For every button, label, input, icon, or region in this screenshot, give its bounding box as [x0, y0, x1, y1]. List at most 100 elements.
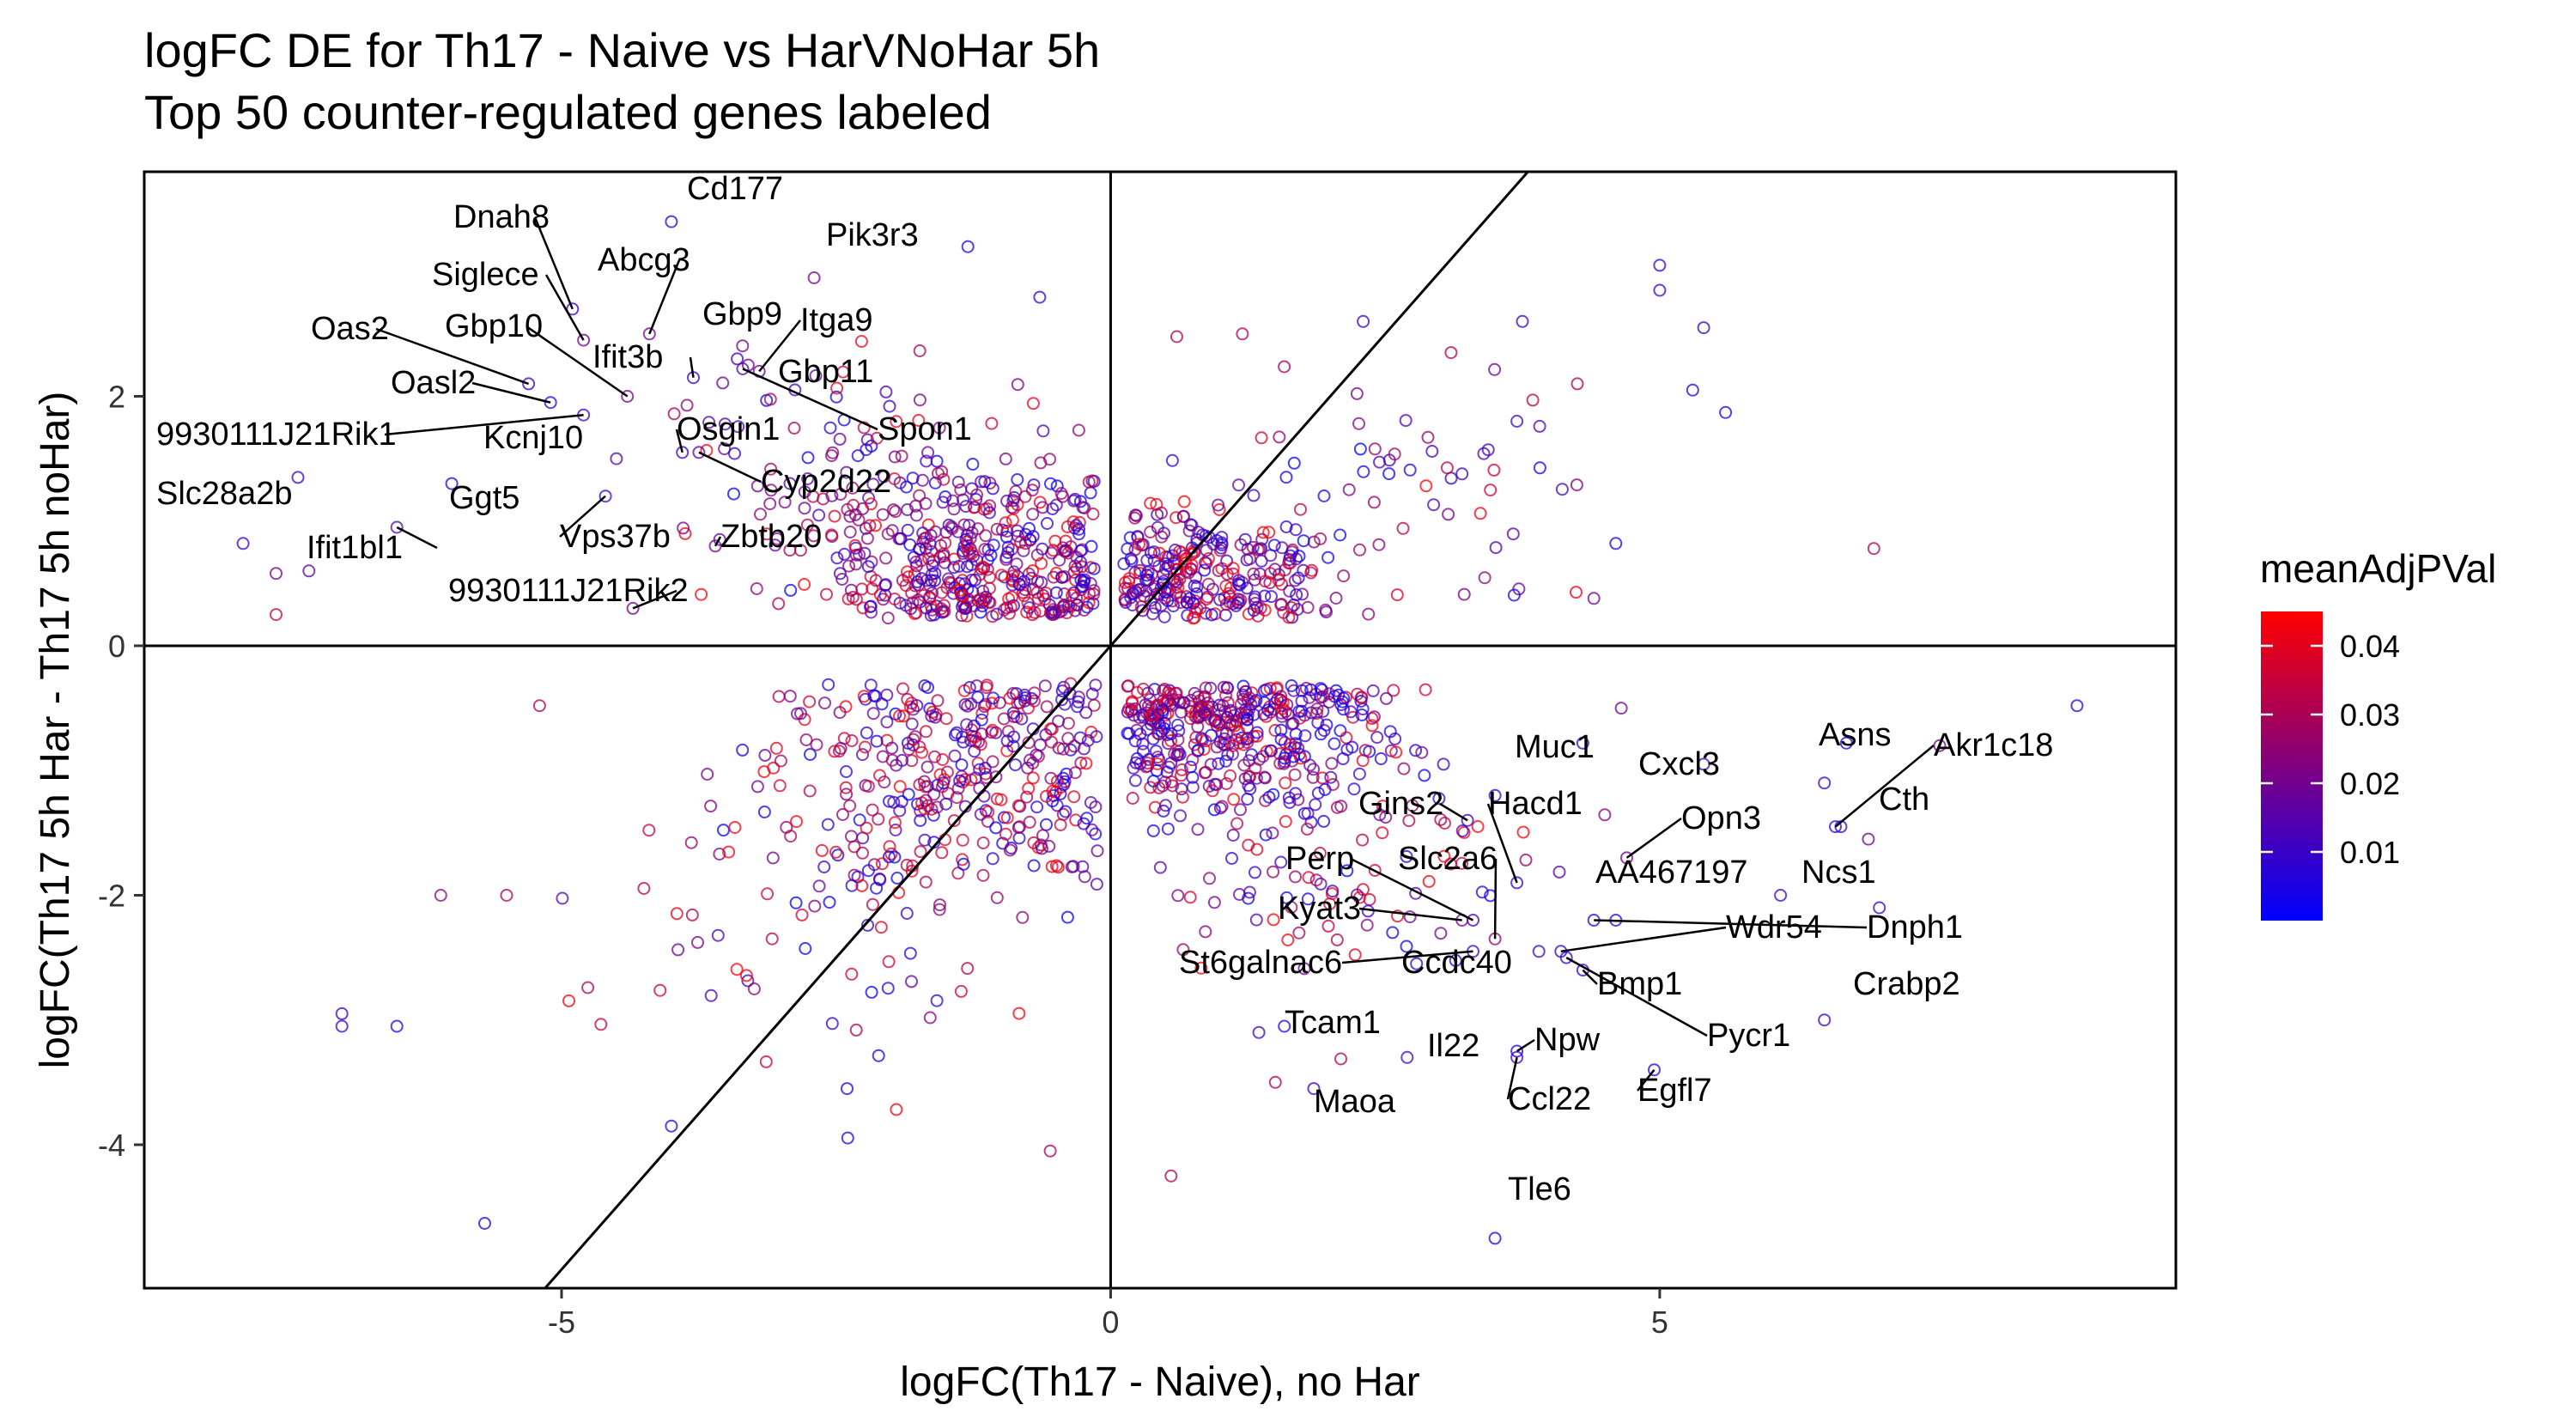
background-point — [1023, 815, 1036, 829]
background-point — [1264, 744, 1278, 757]
plot-panel-border — [143, 170, 2178, 1290]
labeled-gene-point — [961, 240, 975, 253]
plot-background — [144, 172, 2176, 1288]
background-point — [1070, 550, 1084, 564]
gene-label-leader — [632, 589, 677, 610]
background-point — [890, 758, 903, 772]
background-point — [1170, 575, 1184, 589]
background-point — [951, 781, 965, 795]
background-point — [718, 417, 732, 431]
background-point — [1301, 892, 1315, 906]
background-point — [997, 603, 1011, 617]
background-point — [966, 458, 980, 471]
background-point — [1000, 811, 1014, 824]
gene-label: Oas2 — [311, 311, 389, 347]
background-point — [987, 538, 1000, 552]
background-point — [899, 579, 913, 593]
background-point — [1337, 569, 1351, 583]
gene-label: Ccl22 — [1508, 1081, 1591, 1117]
background-point — [763, 497, 777, 511]
background-point — [1297, 806, 1311, 820]
background-point — [1296, 587, 1309, 601]
background-point — [713, 532, 726, 546]
background-point — [1035, 556, 1048, 570]
gene-label: Cxcl3 — [1638, 746, 1720, 782]
background-point — [1487, 463, 1501, 477]
y-axis: -4 -2 0 2 — [98, 379, 144, 1163]
background-point — [1175, 705, 1188, 719]
background-point — [1276, 696, 1290, 709]
background-point — [1284, 549, 1297, 563]
background-point — [803, 784, 817, 798]
background-point — [1052, 715, 1066, 728]
background-point — [798, 578, 811, 591]
background-point — [1151, 751, 1164, 764]
background-point — [881, 611, 895, 625]
background-point — [925, 544, 939, 558]
background-point — [951, 475, 965, 489]
data-point — [1357, 314, 1370, 328]
background-point — [860, 821, 873, 835]
background-point — [1068, 604, 1082, 617]
background-point — [902, 743, 915, 757]
background-point — [977, 700, 991, 714]
data-point — [1236, 327, 1249, 341]
background-point — [1026, 564, 1040, 578]
background-point — [1046, 784, 1060, 798]
background-point — [1242, 885, 1256, 899]
labeled-gene-point — [676, 446, 690, 459]
background-point — [930, 800, 944, 814]
background-point — [1318, 782, 1332, 796]
background-point — [1262, 526, 1276, 539]
background-point — [842, 559, 855, 573]
background-point — [1356, 833, 1370, 847]
data-point — [665, 1119, 678, 1133]
background-point — [1373, 808, 1387, 822]
background-point — [1352, 891, 1366, 904]
color-legend: meanAdjPVal 0.01 0.02 0.03 0.04 — [2260, 546, 2496, 921]
background-point — [1225, 747, 1239, 761]
background-point — [713, 848, 726, 861]
gene-label: Kcnj10 — [483, 420, 583, 456]
background-point — [1327, 737, 1341, 751]
background-point — [1274, 855, 1288, 869]
background-point — [1234, 593, 1248, 607]
background-point — [1422, 874, 1436, 888]
background-point — [1174, 809, 1187, 823]
background-point — [970, 488, 983, 502]
background-point — [866, 582, 879, 595]
background-point — [1007, 709, 1021, 723]
x-axis-title: logFC(Th17 - Naive), no Har — [900, 1359, 1420, 1405]
background-point — [1017, 544, 1030, 557]
background-point — [846, 481, 860, 495]
background-point — [858, 546, 872, 560]
background-point — [1421, 430, 1435, 444]
background-point — [1226, 562, 1240, 575]
background-point — [1259, 794, 1273, 807]
background-point — [969, 493, 983, 506]
background-point — [815, 843, 829, 857]
background-point — [1396, 521, 1410, 535]
gene-label: 9930111J21Rik1 — [156, 417, 397, 453]
background-point — [1227, 793, 1241, 806]
background-point — [866, 707, 880, 721]
data-point — [1719, 405, 1733, 419]
gene-label-leader — [1637, 1069, 1656, 1092]
background-point — [1255, 431, 1268, 445]
background-point — [888, 593, 902, 605]
background-point — [1183, 891, 1197, 904]
chart-subtitle: Top 50 counter-regulated genes labeled — [144, 85, 992, 139]
background-point — [931, 694, 945, 708]
background-point — [874, 921, 888, 934]
background-point — [989, 770, 1003, 784]
background-point — [968, 501, 981, 514]
background-point — [1055, 693, 1069, 707]
background-point — [1152, 781, 1166, 794]
background-point — [1391, 909, 1405, 923]
background-point — [1231, 596, 1245, 610]
gene-label: Pik3r3 — [826, 217, 919, 253]
background-point — [1272, 568, 1285, 581]
background-point — [1386, 926, 1400, 940]
labeled-gene-point — [598, 490, 612, 503]
labeled-gene-point — [1510, 1050, 1524, 1064]
